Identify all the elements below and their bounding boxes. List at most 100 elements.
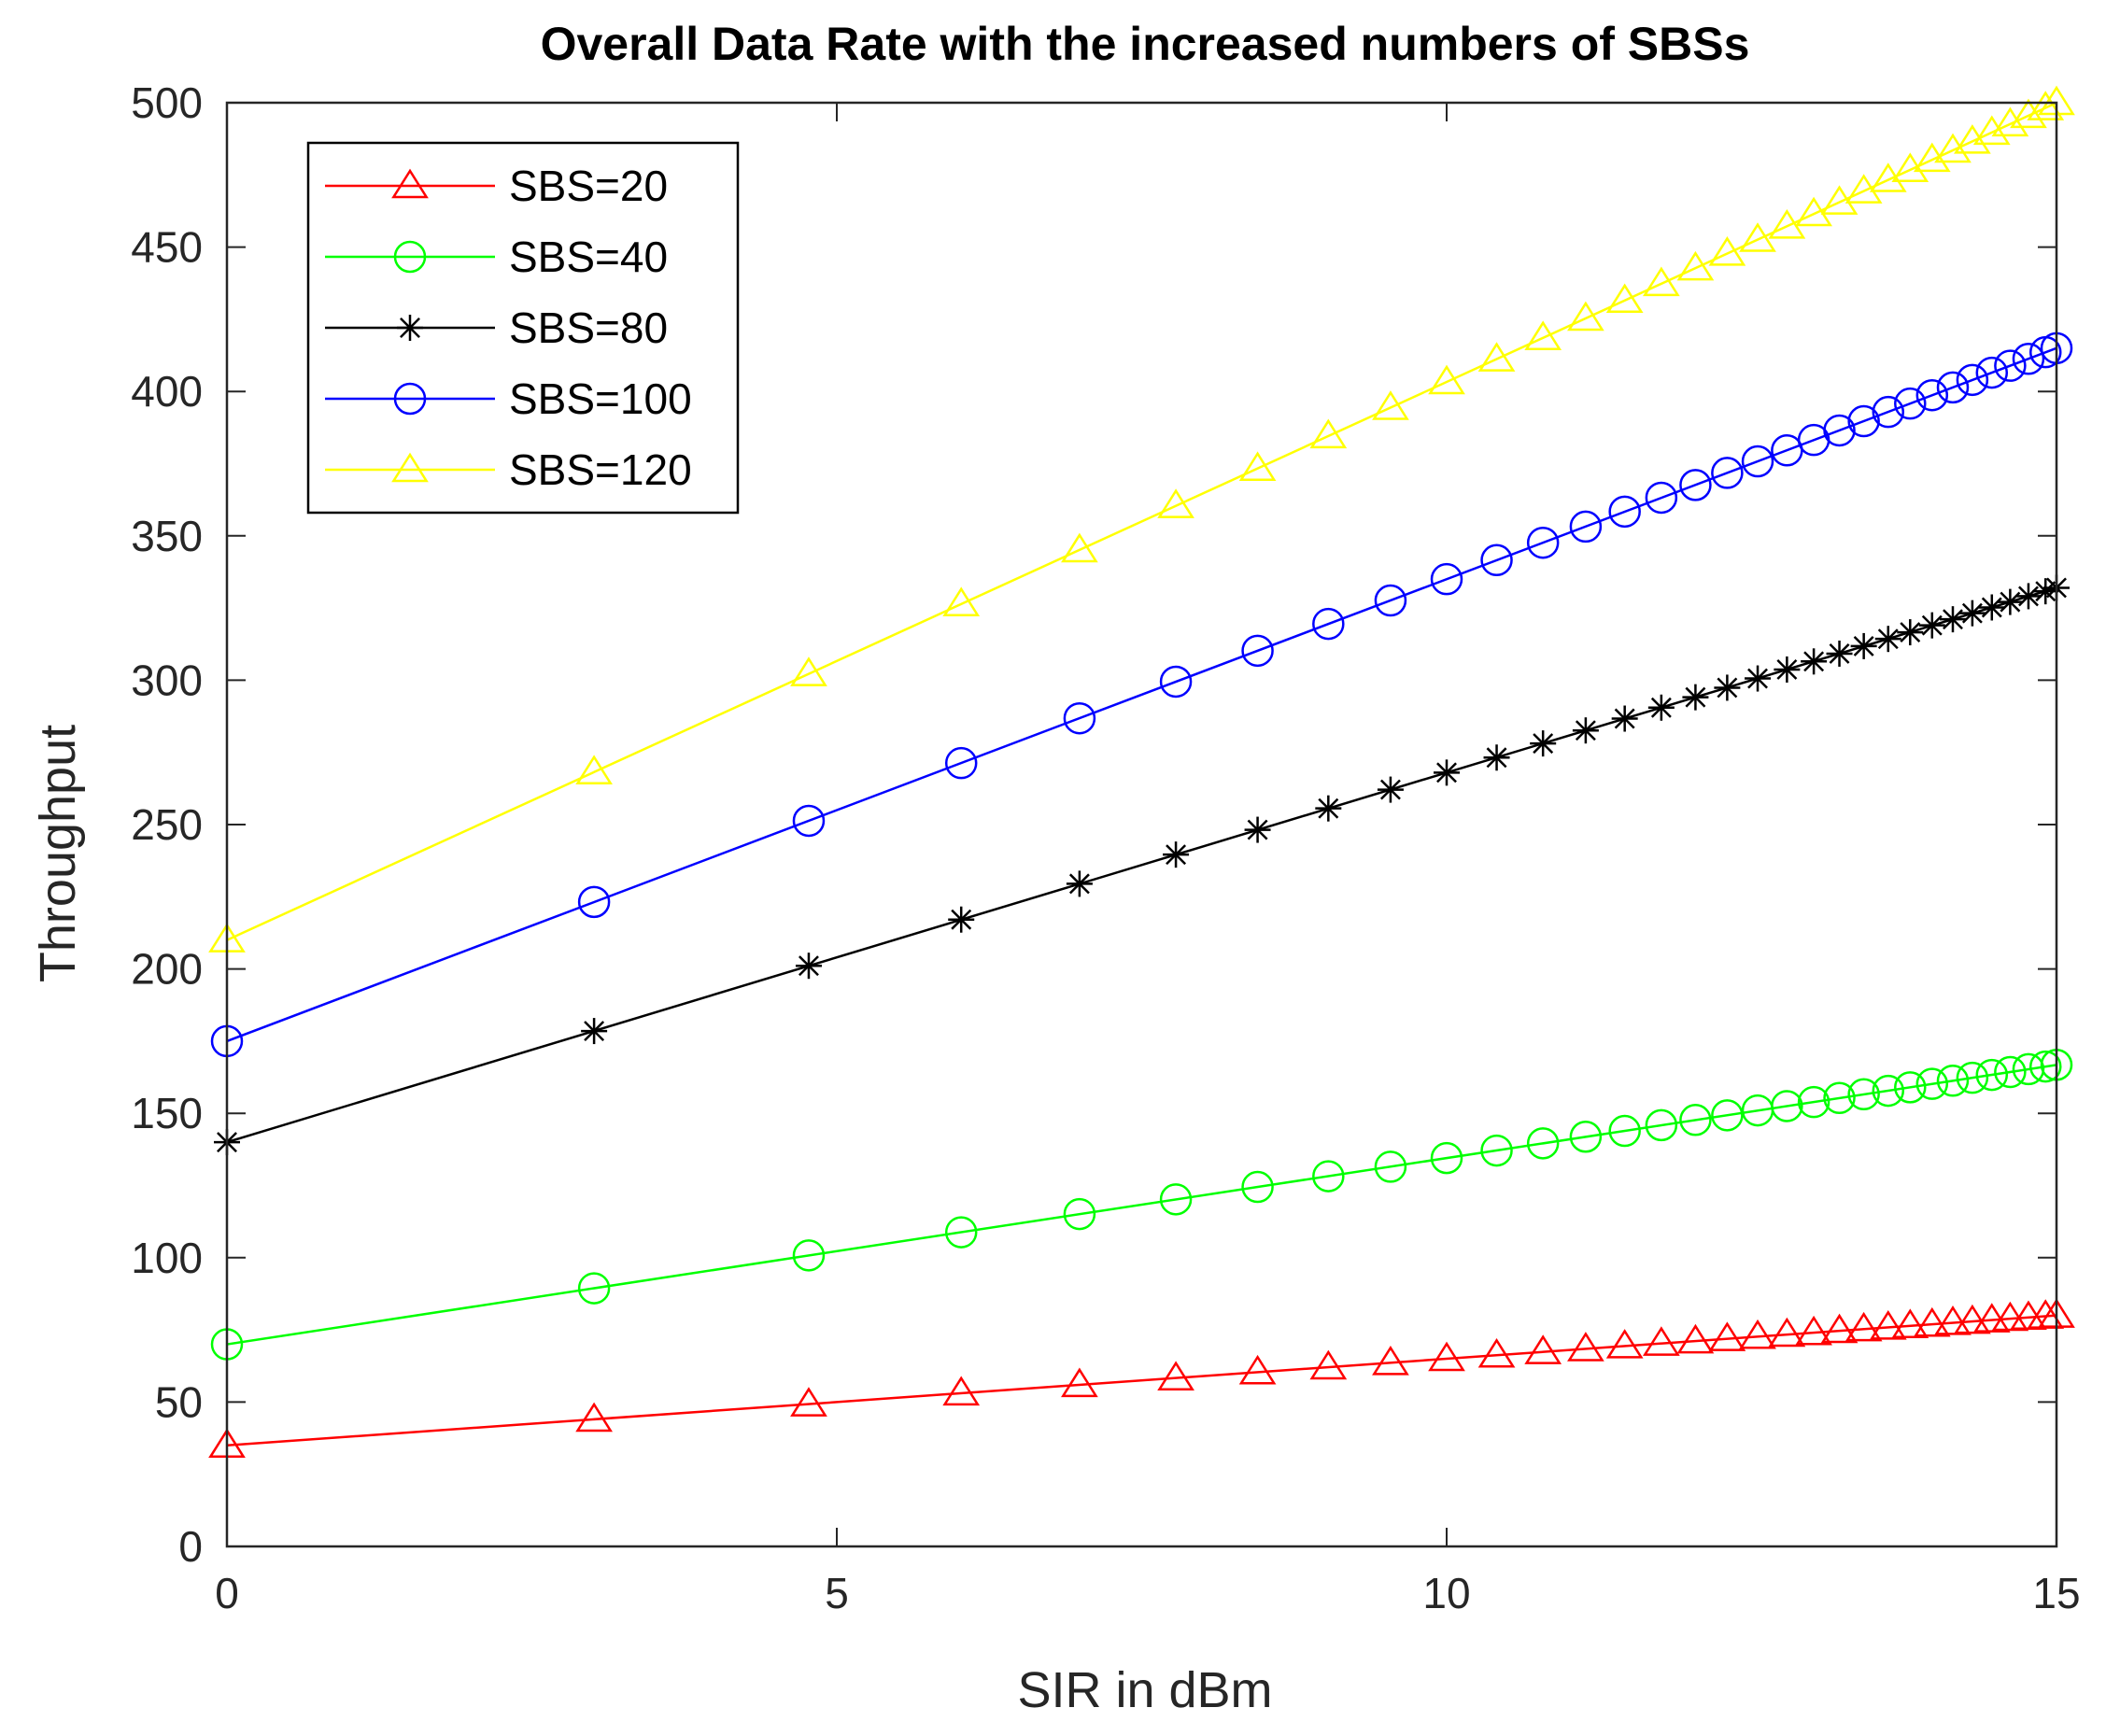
data-point — [1645, 1108, 1678, 1142]
data-point — [1872, 1074, 1905, 1108]
y-tick-label: 400 — [131, 367, 203, 416]
data-point — [1312, 1160, 1345, 1193]
data-point — [1372, 1345, 1409, 1376]
data-point — [2014, 583, 2042, 610]
data-point — [1956, 363, 1989, 397]
data-point — [795, 953, 822, 980]
data-point — [1642, 1326, 1680, 1356]
series-sbs-100 — [210, 332, 2073, 1058]
data-point — [1676, 250, 1715, 281]
data-point — [1797, 1085, 1830, 1119]
data-point — [1315, 795, 1342, 822]
data-point — [948, 906, 975, 933]
data-point — [1954, 124, 1991, 154]
data-point — [2028, 1050, 2062, 1083]
series-line — [226, 1314, 2057, 1447]
data-point — [1569, 510, 1603, 543]
series-sbs-120 — [208, 85, 2075, 953]
data-point — [1428, 1341, 1465, 1372]
data-point — [1605, 1329, 1644, 1359]
data-point — [1611, 705, 1638, 732]
y-tick-label: 50 — [155, 1377, 203, 1426]
data-point — [1430, 1141, 1463, 1175]
y-tick-label: 100 — [131, 1234, 203, 1282]
chart-title: Overall Data Rate with the increased num… — [541, 18, 1750, 70]
data-point — [1567, 1332, 1604, 1362]
data-point — [1530, 730, 1557, 757]
legend-item: SBS=20 — [325, 162, 668, 210]
data-point — [1608, 1114, 1641, 1148]
data-point — [1377, 776, 1404, 803]
data-point — [1157, 1361, 1194, 1390]
legend-marker — [391, 168, 429, 199]
data-point — [1936, 1065, 1970, 1097]
data-point — [1975, 356, 2009, 389]
data-point — [1975, 1058, 2009, 1092]
y-tick-label: 250 — [131, 800, 203, 849]
y-tick-label: 200 — [131, 945, 203, 994]
data-point — [577, 1272, 611, 1305]
data-point — [1915, 1067, 1949, 1100]
data-point — [1428, 364, 1465, 395]
legend-item: SBS=80 — [325, 303, 668, 352]
data-point — [1845, 1311, 1883, 1342]
data-point — [1238, 1354, 1277, 1385]
data-point — [1309, 1349, 1348, 1380]
data-point — [1891, 1308, 1929, 1339]
x-tick-label: 10 — [1422, 1569, 1470, 1617]
data-point — [942, 586, 981, 617]
data-point — [1572, 717, 1599, 744]
data-point — [1605, 283, 1644, 314]
data-point — [2032, 578, 2059, 605]
y-tick-label: 350 — [131, 512, 203, 560]
series-line — [226, 1064, 2057, 1346]
data-point — [1850, 632, 1877, 659]
legend-marker — [393, 382, 427, 416]
data-point — [1679, 469, 1712, 501]
data-point — [1483, 744, 1510, 771]
data-point — [1801, 648, 1828, 675]
series-line — [226, 346, 2057, 1043]
legend-label: SBS=80 — [509, 303, 668, 352]
data-point — [1739, 222, 1776, 252]
data-point — [1063, 701, 1096, 735]
data-point — [1820, 1313, 1859, 1344]
data-point — [2012, 1052, 2045, 1086]
data-point — [1918, 612, 1945, 639]
data-point — [942, 1376, 981, 1406]
legend-label: SBS=100 — [509, 374, 692, 423]
data-point — [1936, 371, 1970, 404]
data-point — [1994, 349, 2027, 382]
data-point — [1642, 266, 1680, 297]
data-point — [792, 1239, 826, 1272]
data-point — [1526, 526, 1560, 559]
data-point — [1309, 418, 1348, 449]
legend-label: SBS=20 — [509, 162, 668, 210]
data-point — [1163, 841, 1190, 868]
series-line — [226, 102, 2057, 941]
data-point — [1061, 1367, 1098, 1398]
data-point — [1954, 1304, 1991, 1334]
data-point — [1913, 1306, 1951, 1337]
data-point — [1915, 378, 1949, 412]
x-tick-label: 0 — [215, 1569, 239, 1617]
data-point — [1745, 665, 1772, 692]
data-point — [1939, 606, 1966, 633]
data-point — [1894, 1071, 1927, 1104]
data-point — [1679, 1104, 1712, 1136]
data-point — [1934, 133, 1972, 163]
x-tick-label: 5 — [825, 1569, 849, 1617]
data-point — [1958, 600, 1986, 627]
data-point — [1872, 395, 1905, 429]
data-point — [1608, 495, 1641, 529]
data-point — [1312, 607, 1345, 641]
data-point — [1739, 1319, 1776, 1349]
data-point — [1774, 656, 1801, 683]
data-point — [1430, 562, 1463, 596]
data-point — [1645, 481, 1678, 515]
data-point — [1434, 759, 1460, 786]
series-sbs-20 — [208, 1298, 2075, 1459]
data-point — [1768, 208, 1806, 239]
data-point — [1374, 584, 1407, 617]
